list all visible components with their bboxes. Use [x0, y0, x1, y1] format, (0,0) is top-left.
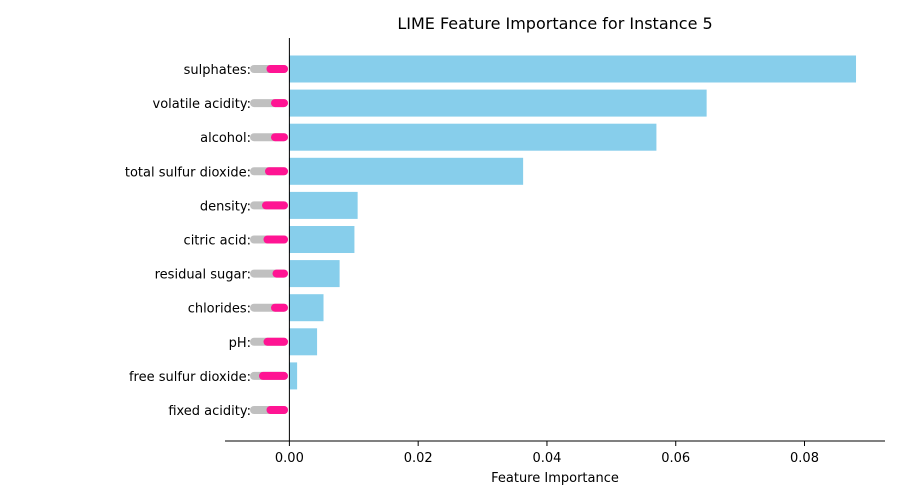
y-tick-label: free sulfur dioxide: [129, 370, 251, 385]
y-tick-label: citric acid: [184, 234, 251, 249]
y-tick-label: density: [200, 199, 251, 214]
x-axis-label: Feature Importance [491, 471, 619, 486]
bar [289, 89, 707, 117]
y-tick-label: total sulfur dioxide: [125, 165, 251, 180]
x-tick-label: 0.00 [275, 451, 304, 466]
x-tick-label: 0.08 [790, 451, 819, 466]
y-tick-label: pH: [229, 336, 251, 351]
y-tick-label: volatile acidity: [153, 97, 252, 112]
bar [289, 226, 355, 253]
bar [289, 362, 298, 390]
bar [289, 157, 524, 185]
bar [289, 55, 857, 83]
y-tick-label: alcohol: [200, 131, 251, 146]
indicators-group [250, 65, 288, 414]
bar [289, 328, 318, 356]
y-tick-label: chlorides: [188, 302, 251, 317]
x-ticks-group: 0.00 0.02 0.04 0.06 0.08 [275, 441, 819, 466]
chart-title: LIME Feature Importance for Instance 5 [397, 14, 712, 33]
y-tick-label: sulphates: [184, 63, 251, 78]
y-tick-label: residual sugar: [155, 268, 251, 283]
bars-group [289, 55, 857, 390]
x-tick-label: 0.06 [661, 451, 690, 466]
x-tick-label: 0.02 [404, 451, 433, 466]
bar [289, 191, 358, 219]
y-tick-label: fixed acidity: [168, 404, 251, 419]
bar [289, 260, 340, 288]
bar [289, 123, 657, 151]
bar [289, 294, 324, 322]
x-tick-label: 0.04 [532, 451, 561, 466]
y-tick-labels: sulphates: volatile acidity: alcohol: total… [125, 63, 251, 419]
